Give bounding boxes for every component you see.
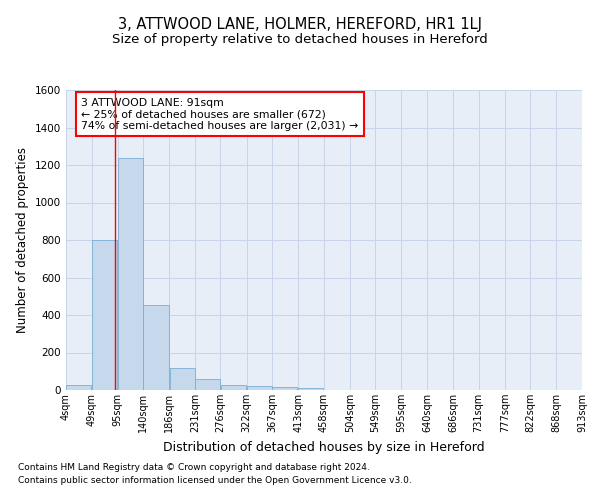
Bar — [298, 388, 323, 390]
Text: 3, ATTWOOD LANE, HOLMER, HEREFORD, HR1 1LJ: 3, ATTWOOD LANE, HOLMER, HEREFORD, HR1 1… — [118, 18, 482, 32]
Bar — [92, 240, 117, 390]
Text: Size of property relative to detached houses in Hereford: Size of property relative to detached ho… — [112, 32, 488, 46]
Bar — [195, 379, 220, 390]
Text: Contains HM Land Registry data © Crown copyright and database right 2024.: Contains HM Land Registry data © Crown c… — [18, 464, 370, 472]
Y-axis label: Number of detached properties: Number of detached properties — [16, 147, 29, 333]
Text: Contains public sector information licensed under the Open Government Licence v3: Contains public sector information licen… — [18, 476, 412, 485]
Bar — [272, 387, 298, 390]
Bar — [221, 386, 246, 390]
Bar — [247, 386, 272, 390]
Text: 3 ATTWOOD LANE: 91sqm
← 25% of detached houses are smaller (672)
74% of semi-det: 3 ATTWOOD LANE: 91sqm ← 25% of detached … — [82, 98, 359, 130]
Bar — [66, 386, 91, 390]
X-axis label: Distribution of detached houses by size in Hereford: Distribution of detached houses by size … — [163, 440, 485, 454]
Bar — [118, 158, 143, 390]
Bar — [143, 304, 169, 390]
Bar — [170, 368, 194, 390]
